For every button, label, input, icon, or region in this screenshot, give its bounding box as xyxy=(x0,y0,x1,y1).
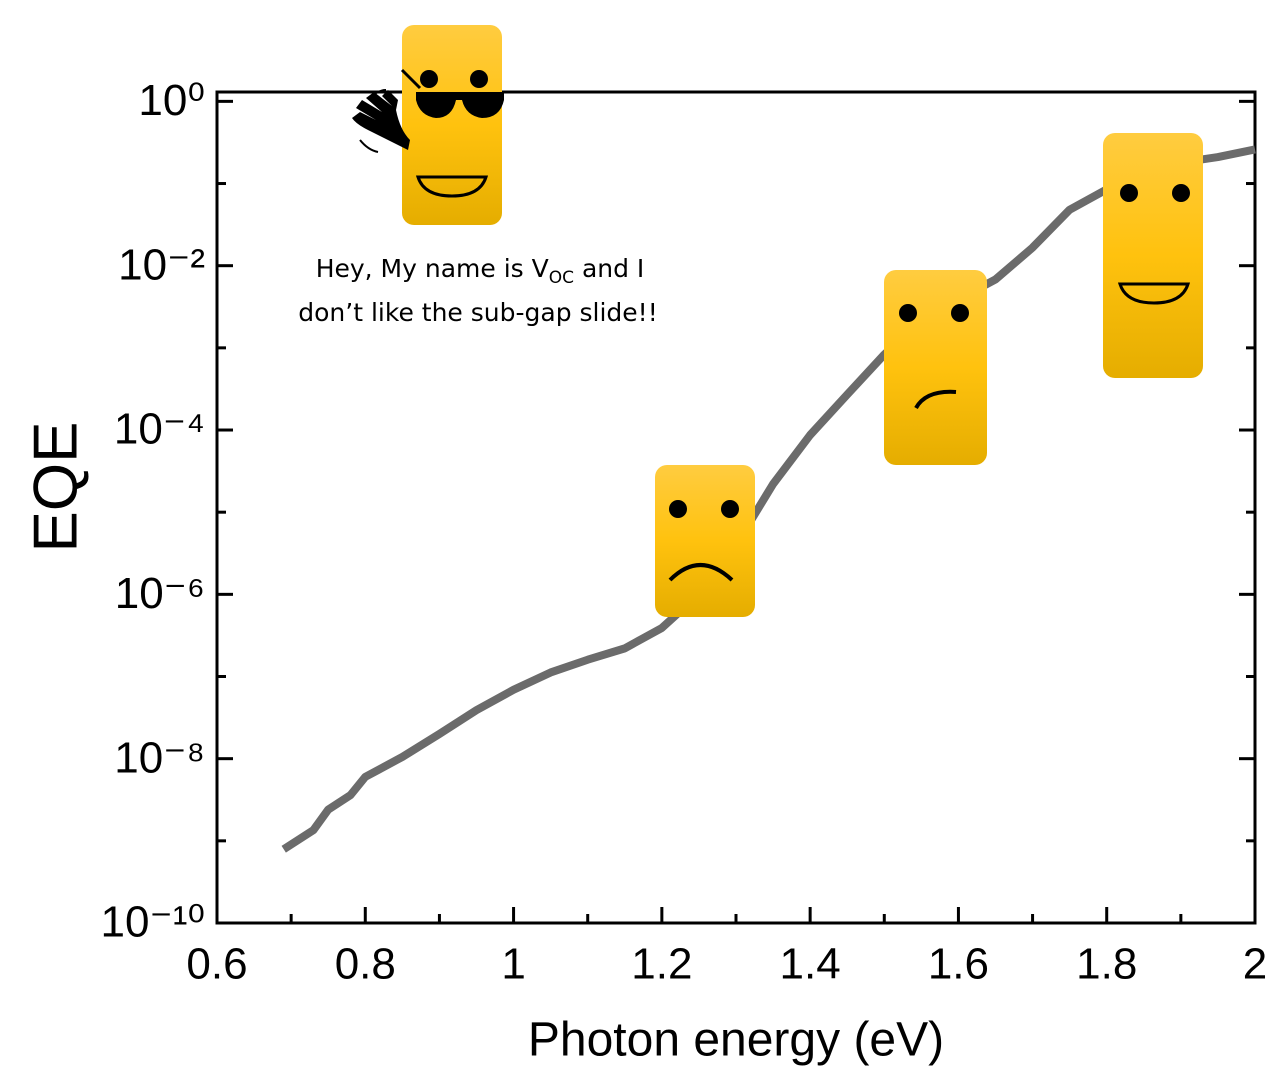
y-tick-label: 10⁻² xyxy=(118,240,205,289)
y-tick-label: 10⁰ xyxy=(138,76,205,125)
annotation-text: don’t like the sub-gap slide!! xyxy=(298,298,657,327)
face-sad xyxy=(655,465,755,617)
face-cool xyxy=(352,25,504,225)
y-axis-title: EQE xyxy=(21,422,90,553)
x-tick-label: 2 xyxy=(1243,940,1267,989)
x-tick-label: 1.6 xyxy=(928,940,989,989)
plot-area: 10⁰ 10⁻² 10⁻⁴ 10⁻⁶ 10⁻⁸ 10⁻¹⁰0.6 0.8 1 1.2 1.4 1.6… xyxy=(101,76,1268,989)
x-tick-label: 1.4 xyxy=(780,940,841,989)
y-tick-label: 10⁻⁴ xyxy=(114,405,205,454)
y-tick-label: 10⁻¹⁰ xyxy=(101,898,205,947)
x-tick-label: 0.6 xyxy=(186,940,247,989)
x-tick-label: 1 xyxy=(501,940,525,989)
x-tick-label: 1.8 xyxy=(1076,940,1137,989)
face-happy xyxy=(1103,133,1203,378)
annotation: Hey, My name is VOC and I xyxy=(316,254,645,288)
annotation-text: Hey, My name is V xyxy=(316,254,549,283)
annotation-subscript: OC xyxy=(549,268,574,288)
annotation-text: and I xyxy=(574,254,644,283)
y-tick-label: 10⁻⁶ xyxy=(115,569,205,618)
y-tick-label: 10⁻⁸ xyxy=(114,733,205,782)
x-tick-label: 0.8 xyxy=(335,940,396,989)
x-axis-title: Photon energy (eV) xyxy=(528,1014,944,1067)
face-meh xyxy=(884,270,987,465)
plot-frame xyxy=(215,90,1257,925)
x-tick-label: 1.2 xyxy=(631,940,692,989)
